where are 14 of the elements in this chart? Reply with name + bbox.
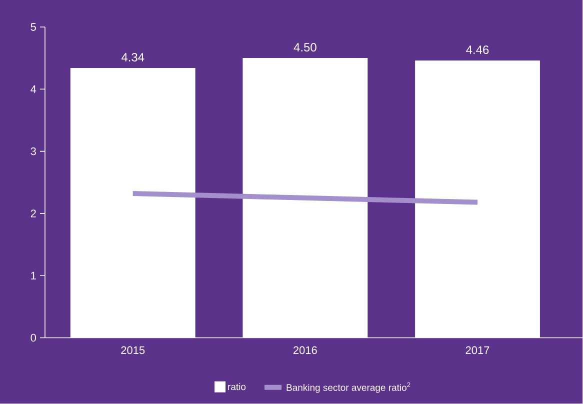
x-tick-label: 2016 bbox=[293, 346, 317, 354]
y-tick-label: 5 bbox=[30, 23, 36, 31]
y-tick-label: 1 bbox=[31, 272, 36, 280]
y-tick-label: 3 bbox=[30, 148, 36, 156]
data-label: 4.50 bbox=[294, 43, 316, 52]
y-tick-label: 0 bbox=[30, 334, 36, 342]
legend-label: Banking sector average ratio$^{2}$ bbox=[286, 382, 410, 393]
x-tick-label: 2015 bbox=[121, 346, 145, 354]
y-tick-label: 2 bbox=[30, 210, 36, 218]
data-label: 4.34 bbox=[121, 53, 144, 62]
x-tick-label: 2017 bbox=[466, 346, 490, 354]
y-tick-label: 4 bbox=[30, 86, 36, 94]
data-label: 4.46 bbox=[466, 46, 489, 54]
legend-label: ratio bbox=[228, 383, 246, 390]
